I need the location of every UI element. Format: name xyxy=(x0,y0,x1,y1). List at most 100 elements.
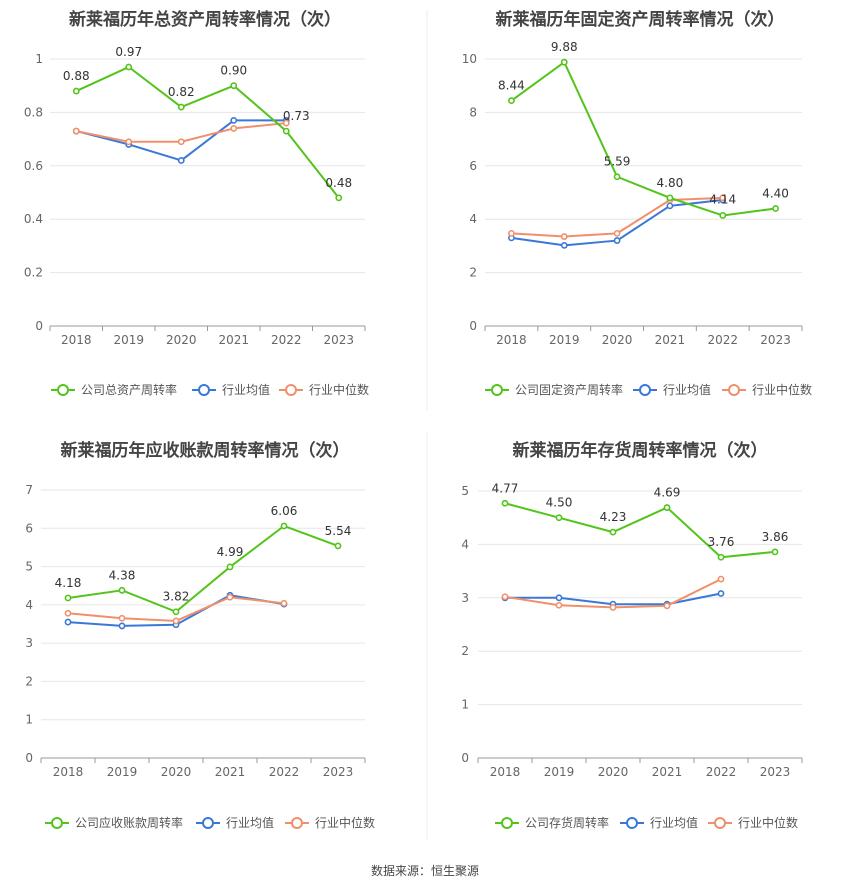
chart4-legend-median-marker[interactable] xyxy=(714,817,726,829)
chart2-legend-median-label[interactable]: 行业中位数 xyxy=(752,382,812,397)
chart2-legend-avg-marker[interactable] xyxy=(639,384,651,396)
chart4-company-point[interactable] xyxy=(717,553,725,561)
chart4-y-tick-label: 0 xyxy=(461,751,469,765)
chart3-median-point[interactable] xyxy=(280,599,288,607)
chart2-y-tick-label: 0 xyxy=(469,319,477,333)
chart4-median-point[interactable] xyxy=(501,593,509,601)
chart3-company-point[interactable] xyxy=(280,522,288,530)
chart2-avg-point[interactable] xyxy=(613,237,621,244)
chart4-company-point[interactable] xyxy=(663,504,671,511)
chart3-avg-point[interactable] xyxy=(118,622,126,630)
chart2-avg-point[interactable] xyxy=(666,202,674,210)
chart2-median-point[interactable] xyxy=(508,229,515,237)
chart3-x-tick-label: 2023 xyxy=(323,765,354,779)
chart1-data-label: 0.48 xyxy=(325,176,352,190)
chart3-company-point[interactable] xyxy=(172,608,180,616)
chart4-y-tick-label: 2 xyxy=(461,644,469,658)
chart4-company-point[interactable] xyxy=(771,548,779,556)
chart2-legend-company-marker[interactable] xyxy=(491,384,503,396)
chart1-median-point[interactable] xyxy=(125,138,133,146)
chart1-company-point[interactable] xyxy=(125,63,133,71)
chart4-company-point[interactable] xyxy=(555,514,563,522)
chart4-title: 新莱福历年存货周转率情况（次） xyxy=(513,440,768,461)
chart4-legend-avg-marker[interactable] xyxy=(626,817,638,829)
chart1-median-point[interactable] xyxy=(230,125,238,132)
chart1-median-point[interactable] xyxy=(177,138,185,146)
chart2-company-point[interactable] xyxy=(613,173,621,181)
chart1-company-point[interactable] xyxy=(230,82,238,90)
chart4-legend-median-label[interactable]: 行业中位数 xyxy=(738,815,798,830)
chart2-legend-median-marker[interactable] xyxy=(728,384,740,396)
chart4-median-point[interactable] xyxy=(555,601,563,609)
chart1-median-point[interactable] xyxy=(282,119,290,127)
chart3-y-tick-label: 5 xyxy=(25,560,33,574)
chart1-legend-median-label[interactable]: 行业中位数 xyxy=(309,382,369,397)
chart2-data-label: 4.14 xyxy=(709,192,736,206)
chart2-company-point[interactable] xyxy=(719,212,727,219)
chart3-median-point[interactable] xyxy=(172,617,180,625)
chart3-y-tick-label: 1 xyxy=(25,713,33,727)
chart1-x-tick-label: 2019 xyxy=(113,333,144,347)
chart2-x-tick-label: 2023 xyxy=(760,333,791,347)
chart4-company-line xyxy=(504,502,776,559)
chart3-data-label: 4.38 xyxy=(109,568,136,582)
chart3-legend-median-marker[interactable] xyxy=(291,817,303,829)
chart3-y-tick-label: 3 xyxy=(25,636,33,650)
chart3-legend-company-label[interactable]: 公司应收账款周转率 xyxy=(75,815,183,830)
chart3-median-point[interactable] xyxy=(226,593,234,601)
chart4-legend-company-marker[interactable] xyxy=(501,817,513,829)
chart2-data-label: 8.44 xyxy=(498,79,525,93)
chart2-legend-avg-label[interactable]: 行业均值 xyxy=(663,382,711,397)
chart1-legend-avg-marker[interactable] xyxy=(198,384,210,396)
chart2-median-point[interactable] xyxy=(719,194,727,202)
chart4-company-point[interactable] xyxy=(609,528,617,536)
chart3-median-point[interactable] xyxy=(64,609,72,617)
chart2-y-tick-label: 2 xyxy=(469,266,477,280)
chart1-legend-avg-label[interactable]: 行业均值 xyxy=(222,382,270,397)
chart1-avg-point[interactable] xyxy=(230,117,238,124)
chart2-median-point[interactable] xyxy=(613,229,621,237)
chart4-legend-avg-label[interactable]: 行业均值 xyxy=(650,815,698,830)
chart1-data-label: 0.90 xyxy=(220,64,247,78)
chart1-avg-point[interactable] xyxy=(177,157,185,164)
chart3-company-point[interactable] xyxy=(226,563,234,571)
chart2-company-point[interactable] xyxy=(772,205,779,212)
chart4-median-point[interactable] xyxy=(717,575,725,583)
chart2-data-label: 4.40 xyxy=(762,187,789,201)
chart1-y-tick-label: 0.2 xyxy=(24,266,43,280)
chart4-legend-company-label[interactable]: 公司存货周转率 xyxy=(525,815,609,830)
chart1-median-point[interactable] xyxy=(72,127,80,135)
chart3-company-point[interactable] xyxy=(64,594,72,602)
chart2-x-tick-label: 2020 xyxy=(602,333,633,347)
chart3-legend-avg-label[interactable]: 行业均值 xyxy=(226,815,274,830)
chart2-company-point[interactable] xyxy=(560,58,568,66)
chart2-median-point[interactable] xyxy=(560,233,568,240)
chart1-company-point[interactable] xyxy=(335,194,343,202)
chart1-data-label: 0.82 xyxy=(168,85,195,99)
chart3-legend-median-label[interactable]: 行业中位数 xyxy=(315,815,375,830)
chart3-company-point[interactable] xyxy=(334,542,342,550)
chart3-legend-company-marker[interactable] xyxy=(51,817,63,829)
chart4-avg-point[interactable] xyxy=(717,590,725,597)
chart1-legend-company-marker[interactable] xyxy=(57,384,69,396)
chart4-company-point[interactable] xyxy=(501,499,509,507)
chart1-company-point[interactable] xyxy=(282,127,290,135)
chart3-data-label: 4.18 xyxy=(55,576,82,590)
chart3-median-point[interactable] xyxy=(118,614,126,622)
chart1-legend-median-marker[interactable] xyxy=(285,384,297,396)
chart2-avg-point[interactable] xyxy=(560,241,568,249)
chart1-company-point[interactable] xyxy=(72,87,80,95)
chart2-company-point[interactable] xyxy=(508,97,515,105)
chart1-company-point[interactable] xyxy=(177,103,185,111)
chart4-median-point[interactable] xyxy=(609,604,617,611)
chart2-legend-company-label[interactable]: 公司固定资产周转率 xyxy=(515,382,623,397)
chart2-company-point[interactable] xyxy=(666,194,674,202)
chart3-y-tick-label: 2 xyxy=(25,674,33,688)
chart3-legend-avg-marker[interactable] xyxy=(202,817,214,829)
chart4-median-point[interactable] xyxy=(663,602,671,610)
chart1-legend-company-label[interactable]: 公司总资产周转率 xyxy=(81,382,177,397)
chart4-avg-point[interactable] xyxy=(555,594,563,602)
chart3-company-point[interactable] xyxy=(118,586,126,594)
chart3-avg-point[interactable] xyxy=(64,618,72,626)
chart1-data-label: 0.97 xyxy=(115,45,142,59)
